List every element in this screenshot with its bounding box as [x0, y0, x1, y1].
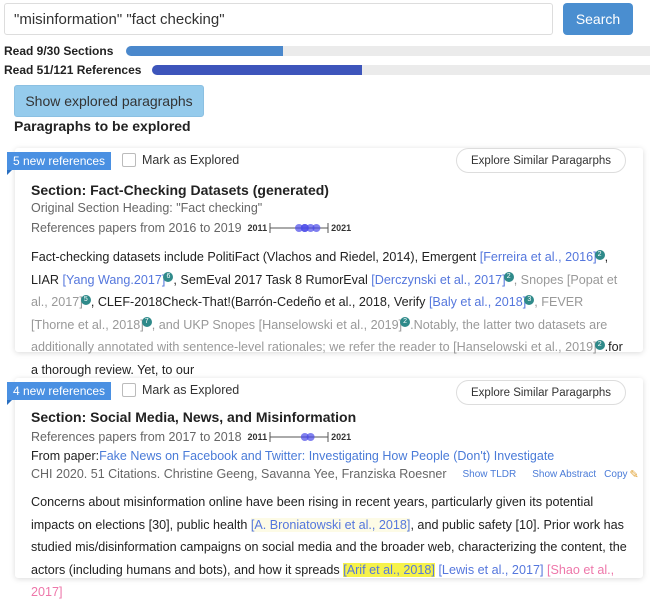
citation: , and UKP Snopes [Hanselowski et al., 20… [151, 317, 403, 332]
citation[interactable]: [Arif et al., 2018] [343, 562, 435, 577]
section-title: Section: Fact-Checking Datasets (generat… [31, 182, 329, 198]
citation[interactable]: [A. Broniatowski et al., 2018] [250, 517, 411, 532]
original-heading: Original Section Heading: "Fact checking… [31, 201, 263, 215]
references-progress-label: Read 51/121 References [4, 63, 142, 77]
paper-meta-text: CHI 2020. 51 Citations. Christine Geeng,… [31, 467, 447, 481]
new-references-badge: 5 new references [7, 152, 112, 175]
references-range: References papers from 2017 to 2018 2011 2… [31, 430, 351, 444]
references-range-text: References papers from 2016 to 2019 [31, 221, 242, 235]
mark-explored-checkbox[interactable]: Mark as Explored [122, 383, 239, 397]
citation-count-badge: 3 [524, 294, 535, 305]
paragraph-text: Concerns about misinformation online hav… [31, 491, 629, 604]
year-dot [306, 433, 315, 441]
show-explored-button[interactable]: Show explored paragraphs [14, 85, 204, 117]
checkbox-icon[interactable] [122, 153, 136, 167]
copy-link[interactable]: Copy [604, 468, 628, 480]
paper-title-link[interactable]: Fake News on Facebook and Twitter: Inves… [99, 449, 555, 463]
citation-count-badge: 2 [503, 272, 514, 283]
year-dot [300, 433, 309, 441]
new-references-badge: 4 new references [7, 382, 112, 405]
year-dot [306, 224, 315, 232]
text-segment: , SemEval 2017 Task 8 RumorEval [173, 272, 372, 287]
sections-progress-bar [126, 46, 650, 56]
citation[interactable]: [Lewis et al., 2017] [438, 562, 544, 577]
mark-label: Mark as Explored [142, 383, 240, 397]
search-input[interactable] [4, 3, 553, 35]
citation-count-badge: 6 [163, 272, 174, 283]
explore-similar-button[interactable]: Explore Similar Paragarphs [456, 380, 626, 405]
sections-progress-fill [126, 46, 284, 56]
citation: .Notably, the latter two datasets are ad… [31, 317, 608, 355]
paragraph-card: 4 new references Mark as Explored Explor… [7, 378, 643, 599]
citation-count-badge: 5 [80, 294, 91, 305]
year-timeline: 2011 2021 [247, 222, 352, 234]
year-timeline: 2011 2021 [247, 431, 352, 443]
text-segment: , CLEF-2018Check-That!(Barrón-Cedeño et … [90, 295, 429, 309]
text-segment: , LIAR [31, 250, 609, 287]
search-button[interactable]: Search [563, 3, 633, 35]
paper-meta: CHI 2020. 51 Citations. Christine Geeng,… [31, 467, 639, 481]
show-abstract-link[interactable]: Show Abstract [532, 468, 597, 480]
text-segment: .for a thorough review. Yet, to our [31, 340, 623, 377]
references-progress-fill [152, 65, 362, 75]
year-dot [300, 224, 309, 232]
timeline-end: 2021 [331, 223, 352, 233]
section-title: Section: Social Media, News, and Misinfo… [31, 409, 357, 425]
citation: , FEVER [Thorne et al., 2018] [31, 295, 584, 332]
show-tldr-link[interactable]: Show TLDR [462, 468, 517, 480]
paragraphs-title: Paragraphs to be explored [14, 118, 191, 134]
year-dot [312, 224, 321, 232]
from-paper: From paper: Fake News on Facebook and Tw… [31, 449, 554, 463]
references-range: References papers from 2016 to 2019 2011 2… [31, 221, 351, 235]
citation[interactable]: [Baly et al., 2018] [428, 295, 527, 309]
from-paper-label: From paper: [31, 449, 100, 463]
pencil-icon[interactable]: ✎ [629, 468, 639, 481]
mark-explored-checkbox[interactable]: Mark as Explored [122, 153, 239, 167]
citation[interactable]: [Yang Wang.2017] [62, 272, 166, 287]
citation[interactable]: [Derczynski et al., 2017] [371, 272, 506, 287]
paragraph-text: Fact-checking datasets include PolitiFac… [31, 246, 629, 381]
year-dot [295, 224, 304, 232]
timeline-start: 2011 [247, 223, 268, 233]
timeline-start: 2011 [247, 432, 268, 442]
explore-similar-button[interactable]: Explore Similar Paragarphs [456, 148, 626, 173]
mark-label: Mark as Explored [142, 153, 240, 167]
text-segment: Fact-checking datasets include PolitiFac… [31, 250, 480, 264]
citation: , Snopes [Popat et al., 2017] [31, 272, 618, 310]
citation[interactable]: [Ferreira et al., 2016] [479, 250, 597, 264]
citation-count-badge: 2 [594, 249, 605, 260]
timeline-end: 2021 [331, 432, 352, 442]
text-segment: Concerns about misinformation online hav… [31, 495, 594, 532]
references-range-text: References papers from 2017 to 2018 [31, 430, 242, 444]
references-progress-bar [152, 65, 650, 75]
citation-count-badge: 2 [594, 339, 605, 350]
citation-count-badge: 2 [400, 317, 411, 328]
sections-progress-label: Read 9/30 Sections [4, 44, 114, 58]
citation-count-badge: 7 [141, 317, 152, 328]
checkbox-icon[interactable] [122, 383, 136, 397]
paragraph-card: 5 new references Mark as Explored Explor… [7, 148, 643, 377]
